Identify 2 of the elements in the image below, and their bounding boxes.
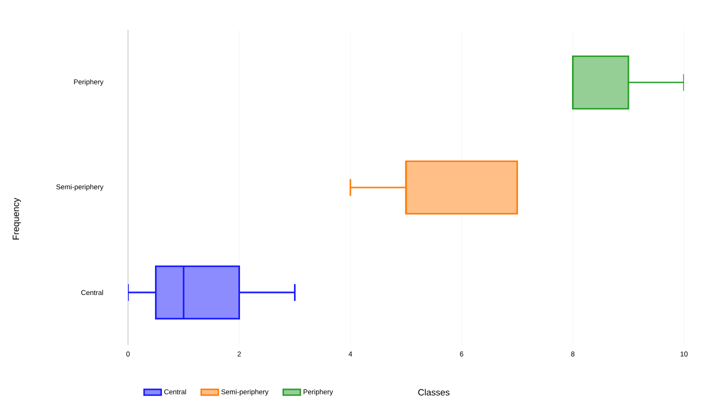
x-axis-title: Classes bbox=[418, 388, 450, 396]
y-axis-title: Frequency bbox=[12, 198, 21, 240]
